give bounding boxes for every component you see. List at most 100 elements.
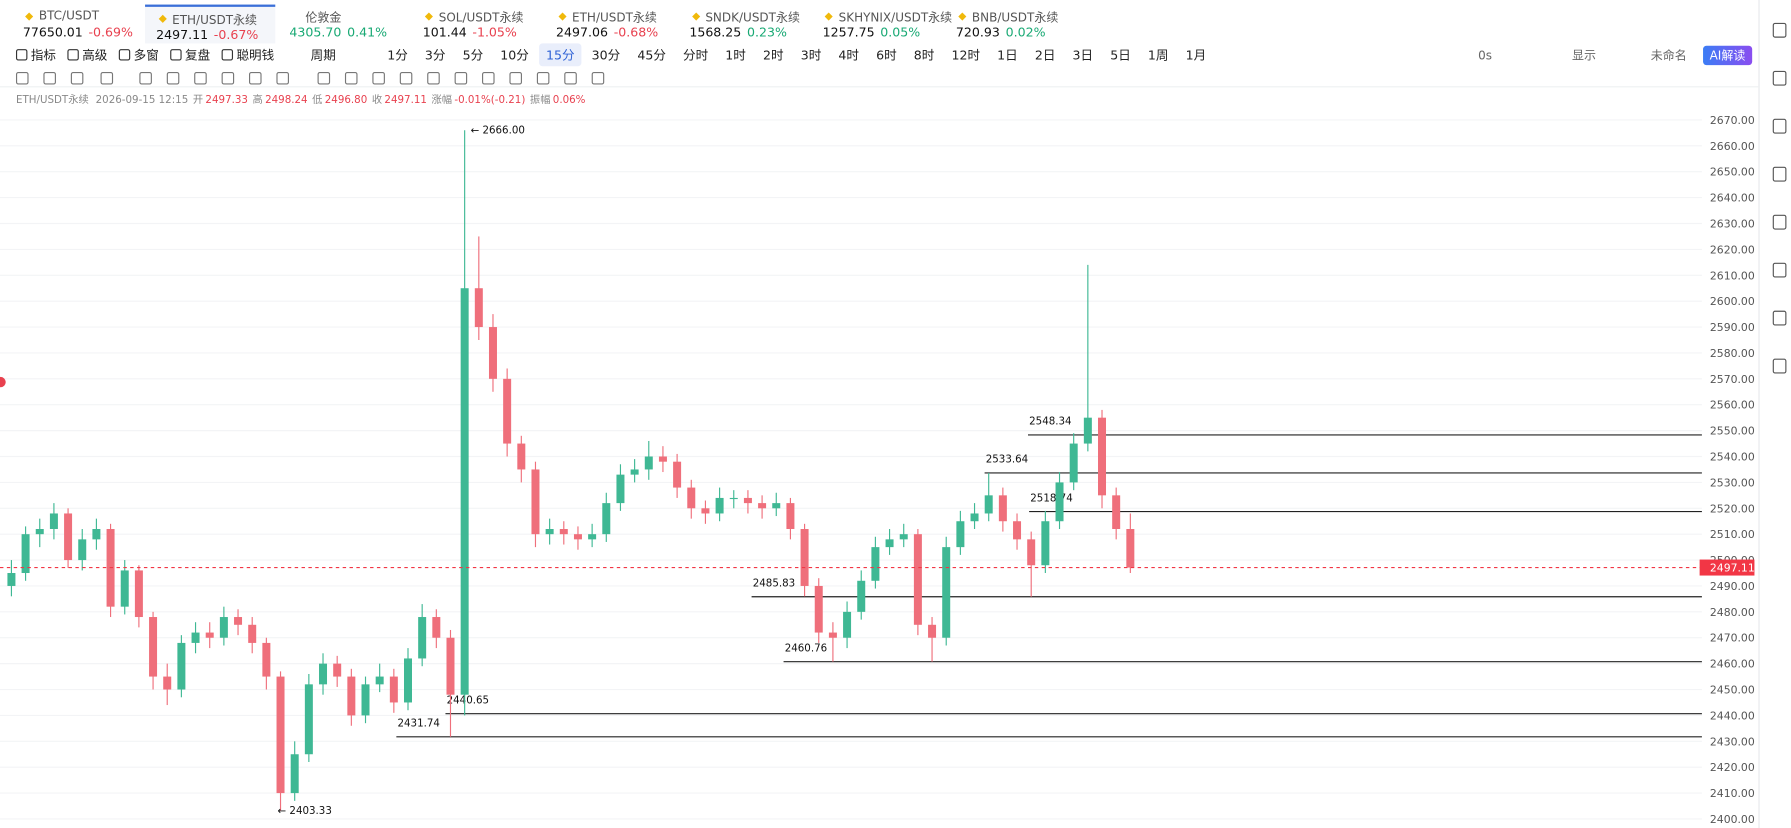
info-value: 2498.24 xyxy=(265,94,308,107)
tool-icon[interactable] xyxy=(399,71,413,85)
toolbar-item[interactable]: 复盘 xyxy=(170,46,210,64)
candle-body xyxy=(715,497,724,514)
interval[interactable]: 分时 xyxy=(683,47,709,63)
interval[interactable]: 15分 xyxy=(539,43,582,67)
tool-icon[interactable] xyxy=(221,71,235,85)
side-icon[interactable] xyxy=(1772,310,1787,326)
tab-price: 1257.75 xyxy=(822,25,875,40)
interval[interactable]: 2时 xyxy=(763,47,784,63)
tool-icon[interactable] xyxy=(194,71,207,85)
candle-body xyxy=(1027,539,1036,566)
interval[interactable]: 12时 xyxy=(951,47,981,63)
interval[interactable]: 8时 xyxy=(913,47,935,63)
side-icon[interactable] xyxy=(1772,166,1787,182)
tool-icon[interactable] xyxy=(372,71,385,85)
tab-symbol: 伦敦金 xyxy=(305,11,342,26)
tab-change: -0.68% xyxy=(613,25,659,40)
tab-icon xyxy=(158,14,167,23)
side-icon[interactable] xyxy=(1772,214,1787,230)
tool-icon[interactable] xyxy=(249,71,262,85)
candle-body xyxy=(7,573,16,586)
toolbar-right: 0s 显示 未命名 AI解读 xyxy=(1462,45,1753,66)
toolbar-label: 复盘 xyxy=(185,47,211,63)
toolbar-item[interactable]: 高级 xyxy=(67,46,107,64)
toolbar-item[interactable]: 聪明钱 xyxy=(221,46,274,64)
side-icon[interactable] xyxy=(1772,22,1787,38)
candle-body xyxy=(998,495,1007,522)
tool-icon[interactable] xyxy=(427,71,440,85)
toolbar-item[interactable]: 多窗 xyxy=(118,46,159,64)
tab[interactable]: SKHYNIX/USDT永续 1257.75 0.05% xyxy=(811,5,953,44)
tool-icon[interactable] xyxy=(454,71,468,85)
tab-price: 2497.06 xyxy=(556,25,609,40)
tab[interactable]: ETH/USDT永续 2497.06 -0.68% xyxy=(545,5,675,44)
tool-icon[interactable] xyxy=(70,71,84,85)
side-icon[interactable] xyxy=(1772,118,1787,134)
tool-icon[interactable] xyxy=(344,71,358,85)
side-icon[interactable] xyxy=(1772,70,1787,86)
candle-body xyxy=(1055,482,1064,522)
y-tick-label: 2560.00 xyxy=(1710,399,1755,412)
interval[interactable]: 1分 xyxy=(387,47,408,63)
interval[interactable]: 4时 xyxy=(838,47,859,63)
side-icon[interactable] xyxy=(1772,262,1787,278)
interval[interactable]: 3日 xyxy=(1072,47,1094,63)
candle-body xyxy=(149,617,158,677)
tool-icon[interactable] xyxy=(536,71,550,85)
candle-body xyxy=(913,534,922,625)
tab[interactable]: SOL/USDT永续 101.44 -1.05% xyxy=(411,5,541,44)
period-button[interactable]: 周期 xyxy=(310,47,336,63)
candle-body xyxy=(857,580,866,612)
tool-icon[interactable] xyxy=(509,71,522,85)
interval[interactable]: 2日 xyxy=(1034,47,1056,63)
candle-body xyxy=(814,585,823,633)
info-name: 开 xyxy=(192,94,204,107)
candle-body xyxy=(800,529,809,586)
candle-body xyxy=(984,495,993,514)
interval[interactable]: 1月 xyxy=(1185,47,1207,63)
interval[interactable]: 6时 xyxy=(876,47,897,63)
tab[interactable]: BNB/USDT永续 720.93 0.02% xyxy=(944,5,1074,44)
tool-icon[interactable] xyxy=(43,71,56,85)
tool-icon[interactable] xyxy=(482,71,495,85)
info-value: -0.01%(-0.21) xyxy=(454,94,526,107)
tool-icon[interactable] xyxy=(276,71,289,85)
tab-quote: 101.44 -1.05% xyxy=(423,25,517,40)
interval[interactable]: 3时 xyxy=(800,47,822,63)
interval[interactable]: 5日 xyxy=(1110,47,1131,63)
interval[interactable]: 30分 xyxy=(591,47,621,63)
tool-icon[interactable] xyxy=(591,71,605,85)
toolbar-icon xyxy=(221,49,234,61)
tab[interactable]: ETH/USDT永续 2497.11 -0.67% xyxy=(144,4,275,44)
side-icon[interactable] xyxy=(1772,358,1787,374)
timer[interactable]: 0s xyxy=(1478,48,1492,63)
tab[interactable]: SNDK/USDT永续 1568.25 0.23% xyxy=(678,5,808,44)
tab[interactable]: BTC/USDT 77650.01 -0.69% xyxy=(11,5,141,44)
tool-icon[interactable] xyxy=(564,71,577,85)
tool-icon[interactable] xyxy=(15,71,29,85)
y-tick-label: 2630.00 xyxy=(1710,217,1755,230)
tab-change: 0.41% xyxy=(347,25,388,40)
candle-body xyxy=(616,474,625,504)
interval[interactable]: 1时 xyxy=(725,47,746,63)
interval[interactable]: 5分 xyxy=(462,47,484,63)
display-button[interactable]: 显示 xyxy=(1571,49,1596,63)
interval[interactable]: 1周 xyxy=(1147,47,1169,63)
tab-quote: 2497.11 -0.67% xyxy=(156,27,258,42)
tool-icon[interactable] xyxy=(139,71,152,85)
ai-button[interactable]: AI解读 xyxy=(1702,45,1753,66)
tab-quote: 2497.06 -0.68% xyxy=(556,25,658,40)
candle-body xyxy=(404,658,412,703)
interval[interactable]: 45分 xyxy=(637,47,666,63)
tool-icon[interactable] xyxy=(317,71,331,85)
interval[interactable]: 10分 xyxy=(500,47,529,63)
tool-icon[interactable] xyxy=(100,71,114,85)
interval[interactable]: 3分 xyxy=(424,47,446,63)
toolbar-item[interactable]: 指标 xyxy=(15,46,56,64)
layout-button[interactable]: 未命名 xyxy=(1650,49,1687,63)
level-label: 2440.65 xyxy=(447,694,489,706)
tab[interactable]: 伦敦金 4305.70 0.41% xyxy=(278,5,408,44)
candle-body xyxy=(871,547,880,581)
tool-icon[interactable] xyxy=(166,71,180,85)
interval[interactable]: 1日 xyxy=(997,47,1018,63)
